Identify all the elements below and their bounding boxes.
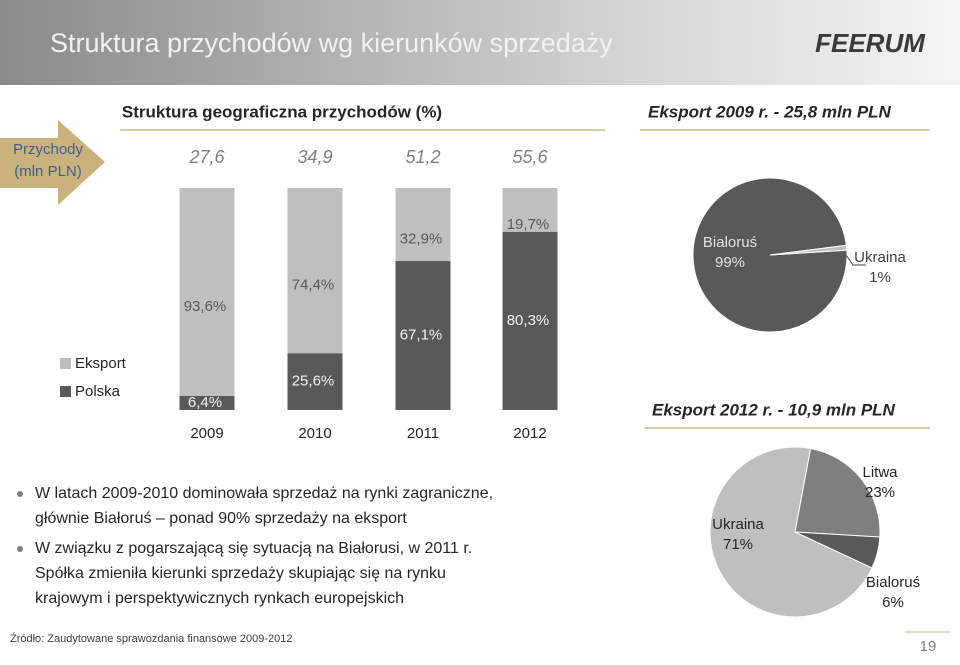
bar [502, 231, 558, 410]
leader-line [845, 254, 866, 266]
value-label: 6,4% [188, 394, 222, 411]
bar [287, 353, 343, 410]
slice-label: Litwa [862, 464, 898, 481]
slice-label: Ukraina [854, 249, 906, 266]
totals-title: Przychody [13, 141, 84, 158]
value-label: 25,6% [292, 373, 335, 390]
total-label: 34,9 [297, 147, 332, 167]
page-number: 19 [920, 638, 937, 655]
legend-label: Polska [75, 383, 121, 400]
bar [287, 188, 343, 354]
total-label: 51,2 [405, 147, 440, 167]
bar [395, 261, 451, 410]
bar [179, 188, 235, 396]
chart-title: Struktura geograficzna przychodów (%) [122, 102, 442, 121]
pie-slice [692, 177, 848, 333]
source: Źródło: Zaudytowane sprawozdania finanso… [10, 632, 293, 645]
pie-slice [794, 447, 881, 538]
value-label: 67,1% [400, 326, 443, 343]
x-tick-label: 2010 [298, 425, 331, 442]
bar [395, 188, 451, 262]
header-band [0, 0, 960, 85]
slice-value: 1% [869, 269, 891, 286]
logo: FEERUM [815, 28, 926, 58]
pie-slice [794, 531, 881, 569]
slide-title: Struktura przychodów wg kierunków sprzed… [50, 28, 613, 58]
pie-slice [709, 446, 873, 618]
slice-label: Ukraina [712, 516, 764, 533]
bullet-text: krajowym i perspektywicznych rynkach eur… [35, 590, 404, 607]
legend-swatch [60, 358, 71, 369]
value-label: 80,3% [507, 312, 550, 329]
legend-label: Eksport [75, 355, 127, 372]
chart-title: Eksport 2012 r. - 10,9 mln PLN [652, 400, 896, 419]
value-label: 32,9% [400, 230, 443, 247]
slice-value: 6% [882, 594, 904, 611]
x-tick-label: 2009 [190, 425, 223, 442]
bar [179, 395, 235, 410]
slice-value: 71% [723, 536, 753, 553]
totals-title: (mln PLN) [14, 163, 82, 180]
bullet-text: głównie Białoruś – ponad 90% sprzedaży n… [35, 510, 407, 527]
x-tick-label: 2012 [513, 425, 546, 442]
total-label: 55,6 [512, 147, 548, 167]
chart-title: Eksport 2009 r. - 25,8 mln PLN [648, 102, 892, 121]
bullet-text: Spółka zmieniła kierunki sprzedaży skupi… [35, 565, 446, 582]
bar [502, 188, 558, 232]
bullet-text: W latach 2009-2010 dominowała sprzedaż n… [35, 485, 493, 502]
bullet-dot [17, 491, 23, 497]
total-label: 27,6 [188, 147, 225, 167]
slice-value: 99% [715, 254, 745, 271]
value-label: 74,4% [292, 277, 335, 294]
slice-value: 23% [865, 484, 895, 501]
slice-label: Bialoruś [703, 234, 757, 251]
x-tick-label: 2011 [407, 425, 439, 442]
value-label: 93,6% [184, 298, 227, 315]
value-label: 19,7% [507, 216, 550, 233]
legend-swatch [60, 386, 71, 397]
slice-label: Bialoruś [866, 574, 920, 591]
pie-slice [769, 244, 848, 256]
bullet-text: W związku z pogarszającą się sytuacją na… [35, 540, 472, 557]
bullet-dot [17, 546, 23, 552]
totals-arrow [0, 120, 105, 205]
